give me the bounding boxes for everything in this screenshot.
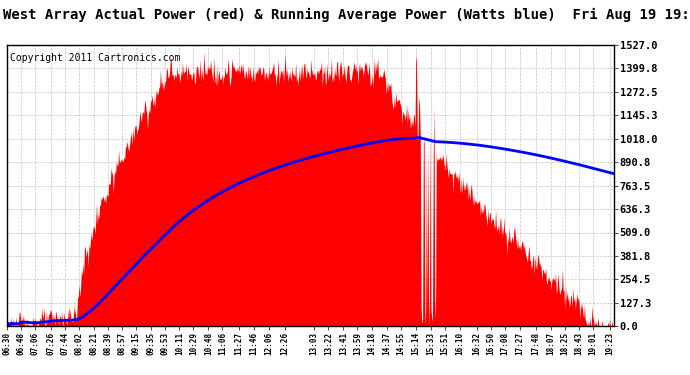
Text: West Array Actual Power (red) & Running Average Power (Watts blue)  Fri Aug 19 1: West Array Actual Power (red) & Running … bbox=[3, 8, 690, 22]
Text: Copyright 2011 Cartronics.com: Copyright 2011 Cartronics.com bbox=[10, 54, 180, 63]
